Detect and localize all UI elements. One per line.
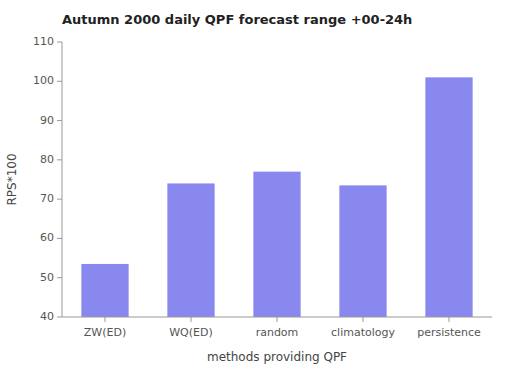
bar bbox=[253, 172, 300, 317]
bar bbox=[339, 185, 386, 317]
bar bbox=[167, 183, 214, 317]
chart-container: 40 50 60 70 80 90 100 110 ZW(ED) WQ(ED) random clim… bbox=[0, 0, 508, 371]
x-tick bbox=[449, 317, 450, 322]
bar bbox=[425, 77, 472, 317]
y-tick-label: 110 bbox=[33, 35, 54, 48]
y-tick-label: 100 bbox=[33, 74, 54, 87]
y-tick bbox=[57, 81, 62, 82]
y-axis-line bbox=[62, 42, 63, 317]
x-tick bbox=[105, 317, 106, 322]
chart-svg: 40 50 60 70 80 90 100 110 ZW(ED) WQ(ED) random clim… bbox=[0, 0, 508, 371]
bar bbox=[81, 264, 128, 317]
bars bbox=[81, 77, 472, 317]
x-axis-label: methods providing QPF bbox=[207, 350, 347, 364]
x-tick bbox=[191, 317, 192, 322]
y-tick-label: 70 bbox=[40, 192, 54, 205]
x-tick-label: random bbox=[256, 326, 299, 339]
y-axis-label: RPS*100 bbox=[5, 153, 19, 205]
y-tick bbox=[57, 120, 62, 121]
y-tick-label: 50 bbox=[40, 271, 54, 284]
x-tick-label: ZW(ED) bbox=[84, 326, 126, 339]
x-tick bbox=[363, 317, 364, 322]
y-tick bbox=[57, 317, 62, 318]
y-tick-label: 90 bbox=[40, 114, 54, 127]
x-tick-label: climatology bbox=[331, 326, 395, 339]
y-tick-label: 80 bbox=[40, 153, 54, 166]
y-tick bbox=[57, 277, 62, 278]
y-tick bbox=[57, 238, 62, 239]
y-tick-label: 40 bbox=[40, 310, 54, 323]
x-tick bbox=[277, 317, 278, 322]
title: Autumn 2000 daily QPF forecast range +00… bbox=[62, 12, 412, 27]
x-tick-label: persistence bbox=[417, 326, 481, 339]
y-tick-label: 60 bbox=[40, 231, 54, 244]
y-tick bbox=[57, 159, 62, 160]
x-tick-label: WQ(ED) bbox=[169, 326, 213, 339]
y-tick bbox=[57, 199, 62, 200]
y-tick bbox=[57, 42, 62, 43]
